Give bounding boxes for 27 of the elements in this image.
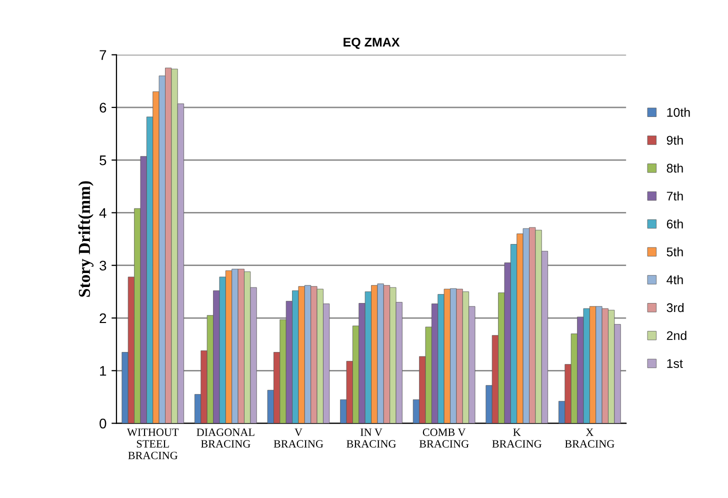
x-tick-label: COMB V BRACING (419, 428, 469, 448)
legend-label: 5th (666, 247, 683, 256)
y-tick-label: 2 (100, 313, 106, 324)
legend-label: 6th (666, 219, 683, 228)
y-tick-label: 5 (100, 156, 106, 166)
x-tick-label: IN V BRACING (346, 428, 396, 448)
y-tick-label: 4 (99, 208, 106, 218)
y-tick-label: 0 (100, 418, 106, 428)
x-tick-label: V BRACING (274, 428, 324, 448)
chart-title: EQ ZMAX (344, 38, 400, 49)
y-axis-title: Story Drift(mm) (78, 181, 94, 297)
y-tick-label: 1 (100, 366, 106, 376)
y-tick-label: 7 (100, 50, 106, 60)
legend-label: 8th (666, 163, 683, 173)
legend-label: 10th (667, 108, 690, 117)
x-tick-label: K BRACING (492, 428, 542, 448)
legend-label: 3rd (666, 302, 684, 312)
x-tick-label: WITHOUT STEEL BRACING (126, 428, 179, 460)
legend-label: 2nd (666, 330, 686, 340)
legend-label: 1st (667, 359, 683, 368)
legend-label: 7th (666, 191, 683, 201)
legend-label: 9th (666, 136, 683, 145)
y-tick-label: 3 (100, 260, 106, 271)
legend-label: 4th (666, 275, 683, 284)
x-tick-label: DIAGONAL BRACING (196, 428, 254, 448)
x-tick-label: X BRACING (564, 428, 614, 448)
y-tick-label: 6 (100, 102, 106, 113)
